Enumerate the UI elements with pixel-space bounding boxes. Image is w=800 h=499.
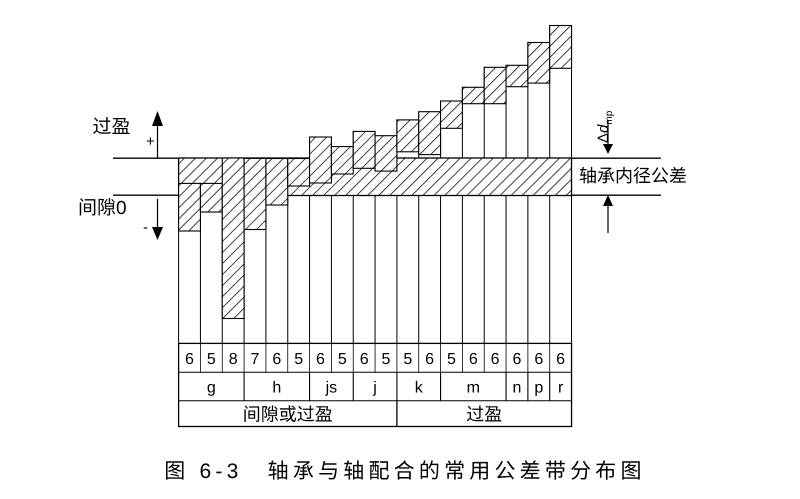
svg-text:6: 6 bbox=[316, 351, 325, 368]
svg-text:+: + bbox=[146, 133, 155, 150]
svg-text:-: - bbox=[143, 219, 148, 236]
svg-text:6: 6 bbox=[469, 351, 478, 368]
svg-text:g: g bbox=[207, 379, 216, 396]
svg-text:6: 6 bbox=[185, 351, 194, 368]
svg-text:5: 5 bbox=[403, 351, 412, 368]
svg-text:m: m bbox=[467, 379, 480, 396]
svg-text:5: 5 bbox=[338, 351, 347, 368]
svg-text:6: 6 bbox=[491, 351, 500, 368]
svg-text:5: 5 bbox=[294, 351, 303, 368]
svg-text:k: k bbox=[415, 379, 424, 396]
svg-text:间隙0: 间隙0 bbox=[78, 198, 127, 219]
svg-text:j: j bbox=[372, 379, 377, 396]
svg-text:6: 6 bbox=[513, 351, 522, 368]
svg-text:js: js bbox=[325, 379, 338, 396]
svg-text:7: 7 bbox=[251, 351, 260, 368]
svg-text:6: 6 bbox=[272, 351, 281, 368]
svg-text:间隙或过盈: 间隙或过盈 bbox=[243, 405, 333, 425]
svg-text:n: n bbox=[513, 379, 522, 396]
svg-text:5: 5 bbox=[382, 351, 391, 368]
svg-text:轴承内径公差: 轴承内径公差 bbox=[579, 166, 687, 186]
svg-text:图 6-3 轴承与轴配合的常用公差带分布图: 图 6-3 轴承与轴配合的常用公差带分布图 bbox=[164, 460, 645, 483]
svg-text:6: 6 bbox=[534, 351, 543, 368]
svg-text:p: p bbox=[534, 379, 543, 396]
svg-text:6: 6 bbox=[360, 351, 369, 368]
svg-text:6: 6 bbox=[425, 351, 434, 368]
svg-text:h: h bbox=[272, 379, 281, 396]
svg-text:8: 8 bbox=[229, 351, 238, 368]
svg-text:5: 5 bbox=[207, 351, 216, 368]
svg-text:过盈: 过盈 bbox=[93, 117, 131, 138]
svg-text:6: 6 bbox=[556, 351, 565, 368]
svg-text:过盈: 过盈 bbox=[466, 405, 502, 425]
svg-text:5: 5 bbox=[447, 351, 456, 368]
svg-text:r: r bbox=[558, 379, 564, 396]
